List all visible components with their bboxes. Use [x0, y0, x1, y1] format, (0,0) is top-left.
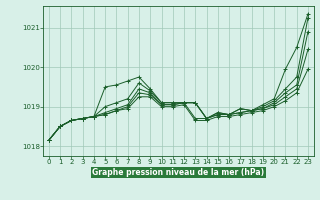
X-axis label: Graphe pression niveau de la mer (hPa): Graphe pression niveau de la mer (hPa) — [92, 168, 264, 177]
